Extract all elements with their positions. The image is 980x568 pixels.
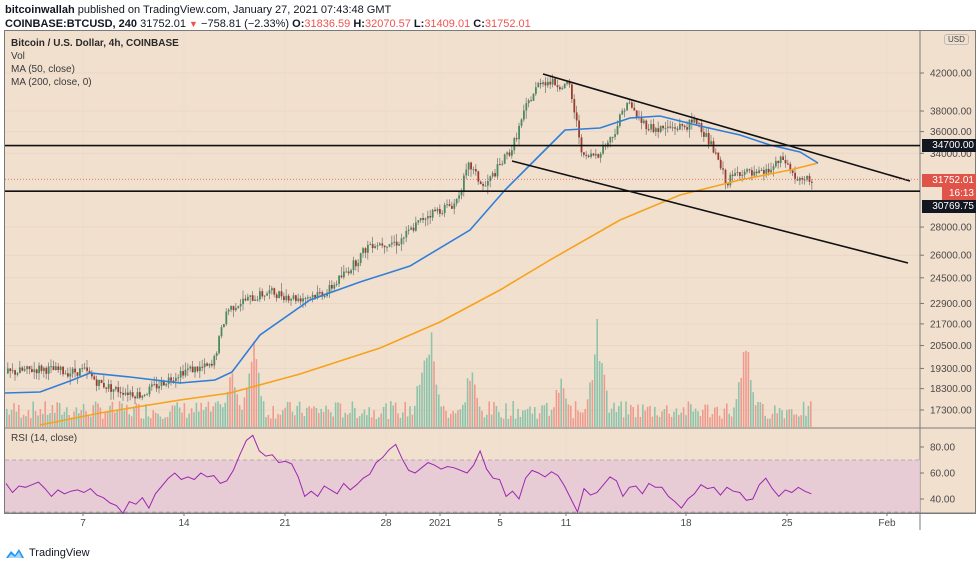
time-tick: 18 <box>680 518 692 529</box>
svg-text:80.00: 80.00 <box>930 443 955 454</box>
upper-trendline <box>542 73 911 182</box>
published-text: published on TradingView.com, January 27… <box>77 4 392 16</box>
price-change: −758.81 (−2.33%) <box>201 18 290 30</box>
svg-text:60.00: 60.00 <box>930 469 955 480</box>
current-price-tag: 31752.01 <box>922 174 976 187</box>
brand-name: TradingView <box>29 547 90 559</box>
resistance-price-tag: 34700.00 <box>922 139 976 152</box>
time-tick: 14 <box>178 518 190 529</box>
price-tick: 18300.00 <box>930 384 972 395</box>
open-value: 31836.59 <box>304 18 351 30</box>
tradingview-branding[interactable]: TradingView <box>5 547 90 559</box>
support-price-tag: 30769.75 <box>922 200 976 213</box>
price-tick: 28000.00 <box>930 223 972 234</box>
currency-label[interactable]: USD <box>944 34 969 45</box>
time-tick: 7 <box>80 518 86 529</box>
author-name[interactable]: bitcoinwallah <box>5 4 75 16</box>
down-arrow-icon: ▼ <box>189 19 198 29</box>
lower-trendline <box>511 160 909 264</box>
price-tick: 38000.00 <box>930 107 972 118</box>
publish-header: bitcoinwallah published on TradingView.c… <box>5 3 531 31</box>
time-tick: 21 <box>279 518 291 529</box>
symbol: COINBASE:BTCUSD, 240 <box>5 18 138 30</box>
countdown-tag: 16:13 <box>942 187 976 200</box>
high-label: H: <box>353 18 365 30</box>
close-value: 31752.01 <box>484 18 531 30</box>
price-tick: 21700.00 <box>930 319 972 330</box>
volume-bars <box>6 318 812 427</box>
price-tick: 34000.00 <box>930 149 972 160</box>
time-tick: Feb <box>878 518 896 529</box>
price-tick: 20500.00 <box>930 341 972 352</box>
high-value: 32070.57 <box>364 18 411 30</box>
legend-rsi[interactable]: RSI (14, close) <box>11 433 78 444</box>
time-tick: 5 <box>497 518 503 529</box>
legend-ma200[interactable]: MA (200, close, 0) <box>11 77 92 88</box>
time-tick: 28 <box>380 518 392 529</box>
legend-ma50[interactable]: MA (50, close) <box>11 64 75 75</box>
rsi-band <box>5 460 920 512</box>
low-label: L: <box>413 18 425 30</box>
time-tick: 2021 <box>429 518 452 529</box>
legend-vol[interactable]: Vol <box>11 51 25 62</box>
ma200-line <box>39 162 819 426</box>
candles <box>7 74 813 404</box>
price-tick: 19300.00 <box>930 364 972 375</box>
ma50-line <box>4 115 819 394</box>
price-tick: 26000.00 <box>930 251 972 262</box>
publisher-line: bitcoinwallah published on TradingView.c… <box>5 3 531 17</box>
price-tick: 36000.00 <box>930 127 972 138</box>
last-price: 31752.01 <box>140 18 186 30</box>
close-label: C: <box>473 18 485 30</box>
low-value: 31409.01 <box>424 18 471 30</box>
price-tick: 22900.00 <box>930 299 972 310</box>
price-tick: 24500.00 <box>930 273 972 284</box>
symbol-line: COINBASE:BTCUSD, 240 31752.01 ▼ −758.81 … <box>5 17 531 31</box>
price-tick: 42000.00 <box>930 69 972 80</box>
open-label: O: <box>292 18 305 30</box>
chart-legend: Bitcoin / U.S. Dollar, 4h, COINBASE Vol … <box>11 37 179 89</box>
time-tick: 11 <box>561 518 572 529</box>
price-tick: 17300.00 <box>930 406 972 417</box>
time-tick: 25 <box>781 518 793 529</box>
legend-title[interactable]: Bitcoin / U.S. Dollar, 4h, COINBASE <box>11 38 179 49</box>
rsi-line <box>5 434 812 515</box>
svg-text:40.00: 40.00 <box>930 495 955 506</box>
tradingview-logo-icon <box>6 549 24 558</box>
